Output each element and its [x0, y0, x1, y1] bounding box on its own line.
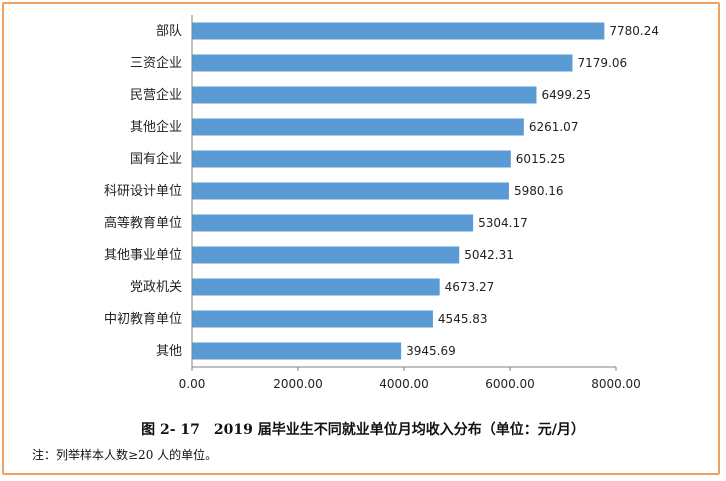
bar-chart: 部队 7780.24 三资企业 7179.06 民营企业 6499.25 其他企业 6261.…	[104, 15, 659, 391]
value-label: 4545.83	[438, 312, 488, 326]
bar	[192, 182, 509, 200]
figure-caption: 图 2- 17 2019 届毕业生不同就业单位月均收入分布（单位：元/月）	[141, 422, 585, 438]
x-tick-label: 0.00	[179, 377, 206, 391]
bar	[192, 86, 537, 104]
bar	[192, 150, 511, 168]
value-label: 7179.06	[577, 56, 627, 70]
category-label: 国有企业	[130, 151, 182, 167]
figure-frame	[2, 2, 720, 475]
value-label: 5042.31	[464, 248, 514, 262]
category-label: 其他	[156, 344, 182, 359]
category-label: 中初教育单位	[104, 311, 182, 327]
x-tick-label: 6000.00	[485, 377, 535, 391]
value-label: 5304.17	[478, 216, 528, 230]
bar	[192, 342, 402, 360]
value-label: 4673.27	[445, 280, 495, 294]
bar	[192, 214, 474, 232]
category-label: 三资企业	[130, 55, 182, 71]
value-label: 6015.25	[516, 152, 566, 166]
category-label: 高等教育单位	[104, 215, 182, 231]
x-tick-label: 8000.00	[591, 377, 641, 391]
x-tick-label: 2000.00	[273, 377, 323, 391]
figure-note: 注：列举样本人数≥20 人的单位。	[32, 448, 218, 462]
bar	[192, 22, 605, 40]
bar	[192, 246, 460, 264]
value-label: 7780.24	[609, 24, 659, 38]
value-label: 6499.25	[541, 88, 591, 102]
category-label: 党政机关	[130, 280, 182, 295]
bar	[192, 54, 573, 72]
category-label: 民营企业	[130, 87, 182, 103]
category-label: 其他事业单位	[104, 248, 182, 263]
value-label: 5980.16	[514, 184, 564, 198]
category-label: 部队	[156, 24, 182, 39]
bar	[192, 310, 433, 328]
value-label: 6261.07	[529, 120, 579, 134]
x-tick-label: 4000.00	[379, 377, 429, 391]
bar	[192, 278, 440, 296]
bar	[192, 118, 524, 136]
category-label: 科研设计单位	[104, 184, 182, 199]
value-label: 3945.69	[406, 344, 456, 358]
category-label: 其他企业	[130, 119, 182, 135]
